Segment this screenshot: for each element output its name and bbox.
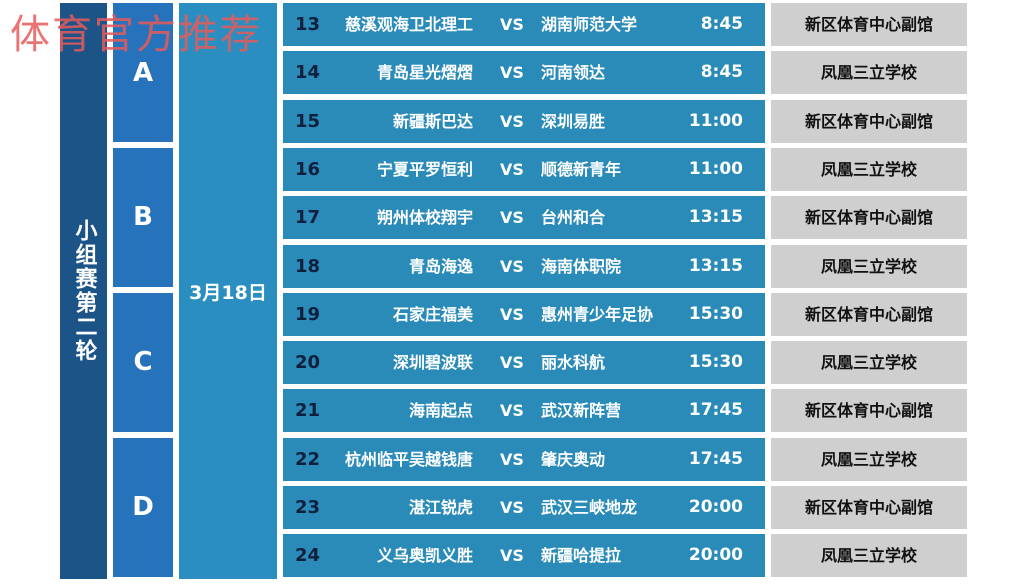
match-row: 14 青岛星光熠熠 VS 河南领达 8:45 [283, 51, 765, 95]
match-time: 11:00 [688, 158, 743, 179]
home-team: 深圳碧波联 [392, 353, 473, 373]
vs-label: VS [500, 63, 524, 83]
home-team: 义乌奥凯义胜 [376, 546, 473, 566]
match-number: 17 [295, 207, 321, 229]
match-number: 24 [295, 545, 321, 567]
away-team: 河南领达 [541, 63, 606, 83]
match-venue: 凤凰三立学校 [771, 147, 967, 191]
match-number: 20 [295, 352, 321, 374]
stage-label: 小组赛第二轮 [60, 3, 107, 579]
home-team: 朔州体校翔宇 [376, 208, 473, 228]
vs-label: VS [500, 159, 524, 179]
away-team: 深圳易胜 [541, 111, 606, 131]
match-number: 13 [295, 14, 321, 35]
away-team: 惠州青少年足协 [541, 304, 654, 324]
match-venue: 新区体育中心副馆 [771, 196, 967, 240]
home-team: 宁夏平罗恒利 [376, 159, 473, 179]
match-row: 21 海南起点 VS 武汉新阵营 17:45 [283, 389, 765, 433]
match-time: 11:00 [688, 110, 743, 131]
match-number: 21 [295, 400, 321, 422]
match-row: 24 义乌奥凯义胜 VS 新疆哈提拉 20:00 [283, 534, 765, 578]
away-team: 台州和合 [541, 208, 606, 228]
match-time: 17:45 [688, 400, 743, 421]
match-venue: 凤凰三立学校 [771, 341, 967, 385]
match-time: 13:15 [688, 207, 743, 228]
home-team: 海南起点 [408, 401, 473, 421]
group-label: C [113, 292, 173, 432]
match-row: 23 湛江锐虎 VS 武汉三峡地龙 20:00 [283, 486, 765, 529]
match-number: 23 [295, 497, 321, 518]
away-team: 肇庆奥动 [541, 449, 606, 469]
home-team: 石家庄福美 [392, 304, 473, 324]
away-team: 丽水科航 [541, 353, 606, 373]
vs-label: VS [500, 353, 524, 373]
group-label: B [113, 147, 173, 287]
match-date: 3月18日 [179, 3, 277, 579]
away-team: 湖南师范大学 [541, 15, 638, 34]
vs-label: VS [500, 15, 524, 34]
match-time: 15:30 [688, 303, 743, 324]
home-team: 慈溪观海卫北理工 [344, 15, 473, 34]
group-label: D [113, 437, 173, 577]
match-number: 19 [295, 303, 321, 325]
home-team: 青岛海逸 [408, 256, 473, 276]
match-venue: 凤凰三立学校 [771, 51, 967, 95]
group-label: A [113, 3, 173, 142]
match-row: 20 深圳碧波联 VS 丽水科航 15:30 [283, 341, 765, 385]
match-venue: 新区体育中心副馆 [771, 486, 967, 529]
match-venue: 凤凰三立学校 [771, 534, 967, 578]
match-row: 19 石家庄福美 VS 惠州青少年足协 15:30 [283, 292, 765, 336]
match-venue: 新区体育中心副馆 [771, 3, 967, 46]
match-venue: 凤凰三立学校 [771, 437, 967, 481]
match-time: 15:30 [688, 352, 743, 373]
vs-label: VS [500, 111, 524, 131]
vs-label: VS [500, 498, 524, 517]
vs-label: VS [500, 546, 524, 566]
vs-label: VS [500, 208, 524, 228]
match-number: 16 [295, 158, 321, 180]
match-time: 13:15 [688, 255, 743, 276]
match-row: 18 青岛海逸 VS 海南体职院 13:15 [283, 244, 765, 288]
away-team: 武汉三峡地龙 [541, 498, 638, 517]
away-team: 顺德新青年 [541, 159, 622, 179]
vs-label: VS [500, 401, 524, 421]
match-row: 17 朔州体校翔宇 VS 台州和合 13:15 [283, 196, 765, 240]
match-number: 18 [295, 255, 321, 277]
match-number: 15 [295, 110, 321, 132]
match-number: 14 [295, 62, 321, 84]
match-number: 22 [295, 448, 321, 470]
match-time: 20:00 [688, 497, 743, 517]
vs-label: VS [500, 256, 524, 276]
match-time: 8:45 [700, 62, 743, 83]
away-team: 新疆哈提拉 [541, 546, 622, 566]
away-team: 武汉新阵营 [541, 401, 622, 421]
match-venue: 凤凰三立学校 [771, 244, 967, 288]
vs-label: VS [500, 304, 524, 324]
vs-label: VS [500, 449, 524, 469]
home-team: 青岛星光熠熠 [376, 63, 473, 83]
home-team: 杭州临平吴越钱唐 [344, 449, 473, 469]
match-row: 22 杭州临平吴越钱唐 VS 肇庆奥动 17:45 [283, 437, 765, 481]
match-row: 16 宁夏平罗恒利 VS 顺德新青年 11:00 [283, 147, 765, 191]
home-team: 新疆斯巴达 [392, 111, 473, 131]
away-team: 海南体职院 [541, 256, 622, 276]
match-time: 8:45 [700, 14, 743, 34]
match-row: 13 慈溪观海卫北理工 VS 湖南师范大学 8:45 [283, 3, 765, 46]
match-row: 15 新疆斯巴达 VS 深圳易胜 11:00 [283, 99, 765, 143]
match-venue: 新区体育中心副馆 [771, 99, 967, 143]
match-time: 17:45 [688, 448, 743, 469]
match-venue: 新区体育中心副馆 [771, 389, 967, 433]
match-time: 20:00 [688, 545, 743, 566]
home-team: 湛江锐虎 [408, 498, 473, 517]
match-venue: 新区体育中心副馆 [771, 292, 967, 336]
